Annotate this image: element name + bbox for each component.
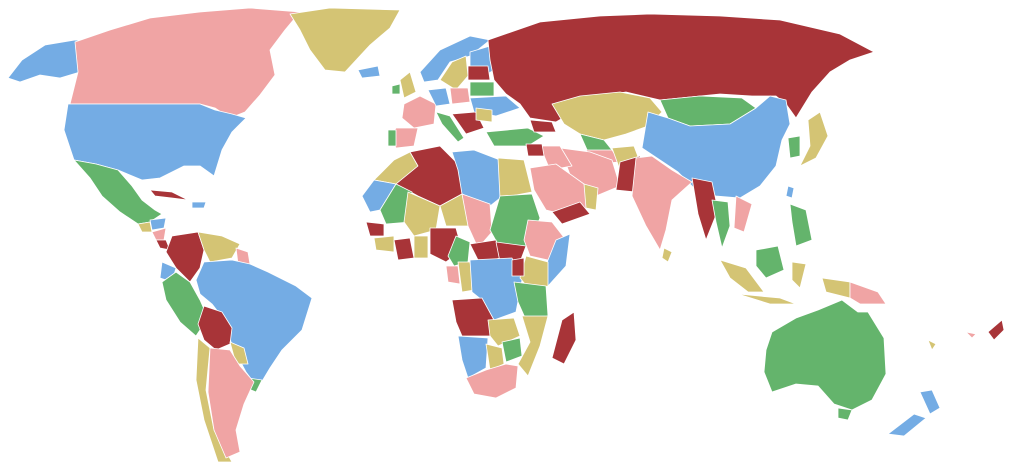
- region-vietnam: [733, 195, 753, 233]
- region-mexico: [73, 159, 163, 225]
- region-iceland: [357, 65, 381, 79]
- region-argentina: [207, 347, 255, 459]
- region-guinea: [373, 235, 395, 253]
- region-portugal: [387, 129, 397, 147]
- region-tanzania: [513, 281, 549, 321]
- region-libya: [451, 149, 501, 207]
- region-java: [737, 293, 797, 305]
- region-sulawesi: [791, 261, 807, 289]
- region-hispaniola: [191, 201, 207, 209]
- region-korea: [787, 135, 801, 159]
- region-romania: [475, 107, 493, 123]
- region-ivory: [393, 237, 415, 261]
- region-uganda: [511, 257, 525, 277]
- region-mali: [403, 191, 441, 237]
- region-japan: [799, 111, 829, 167]
- region-zimbabwe: [501, 337, 523, 363]
- region-gabon: [445, 265, 461, 285]
- region-australia: [763, 299, 887, 411]
- region-honduras: [149, 217, 167, 231]
- region-nz-north: [919, 389, 941, 415]
- region-italy: [435, 111, 465, 143]
- region-russia: [487, 13, 875, 123]
- region-mozambique: [517, 315, 549, 377]
- region-indonesia: [719, 259, 765, 293]
- region-nz-south: [887, 413, 927, 437]
- region-egypt: [497, 157, 533, 199]
- region-canada: [69, 7, 301, 119]
- region-tasmania: [837, 407, 853, 421]
- region-uk: [399, 71, 417, 99]
- region-germany: [427, 87, 451, 107]
- region-france: [401, 95, 437, 129]
- region-srilanka: [661, 247, 673, 263]
- region-yemen: [551, 201, 591, 225]
- region-botswana: [485, 343, 505, 371]
- region-iraq: [539, 145, 573, 171]
- region-caucasus: [529, 119, 557, 133]
- region-india: [631, 155, 693, 251]
- region-guatemala: [137, 221, 153, 233]
- region-belarus: [469, 81, 495, 97]
- region-chad: [461, 193, 493, 249]
- region-ireland: [391, 83, 401, 95]
- region-myanmar: [691, 177, 719, 241]
- region-poland: [449, 87, 471, 105]
- region-baltics: [467, 65, 491, 81]
- region-thailand: [711, 199, 731, 249]
- region-png: [849, 281, 887, 305]
- region-southafrica: [465, 363, 519, 399]
- region-brazil: [195, 259, 313, 389]
- region-syria: [525, 143, 545, 157]
- region-china: [641, 95, 791, 199]
- region-cuba: [149, 189, 189, 201]
- region-namibia: [457, 335, 489, 379]
- region-philippines: [789, 203, 813, 247]
- region-pacific3: [927, 339, 937, 351]
- region-venezuela: [197, 231, 241, 263]
- region-bolivia: [197, 305, 233, 351]
- region-pacific2: [987, 319, 1005, 341]
- region-taiwan: [785, 185, 795, 199]
- region-oman: [583, 183, 599, 211]
- region-senegal: [365, 221, 385, 237]
- map-regions: [7, 7, 1005, 463]
- region-madagascar: [551, 311, 577, 365]
- region-greenland: [289, 7, 401, 73]
- region-pacific1: [965, 331, 977, 339]
- region-ghana: [413, 235, 429, 259]
- region-chile: [195, 337, 233, 463]
- region-borneo: [755, 245, 785, 279]
- region-newguinea: [821, 277, 851, 299]
- region-turkey: [485, 127, 545, 147]
